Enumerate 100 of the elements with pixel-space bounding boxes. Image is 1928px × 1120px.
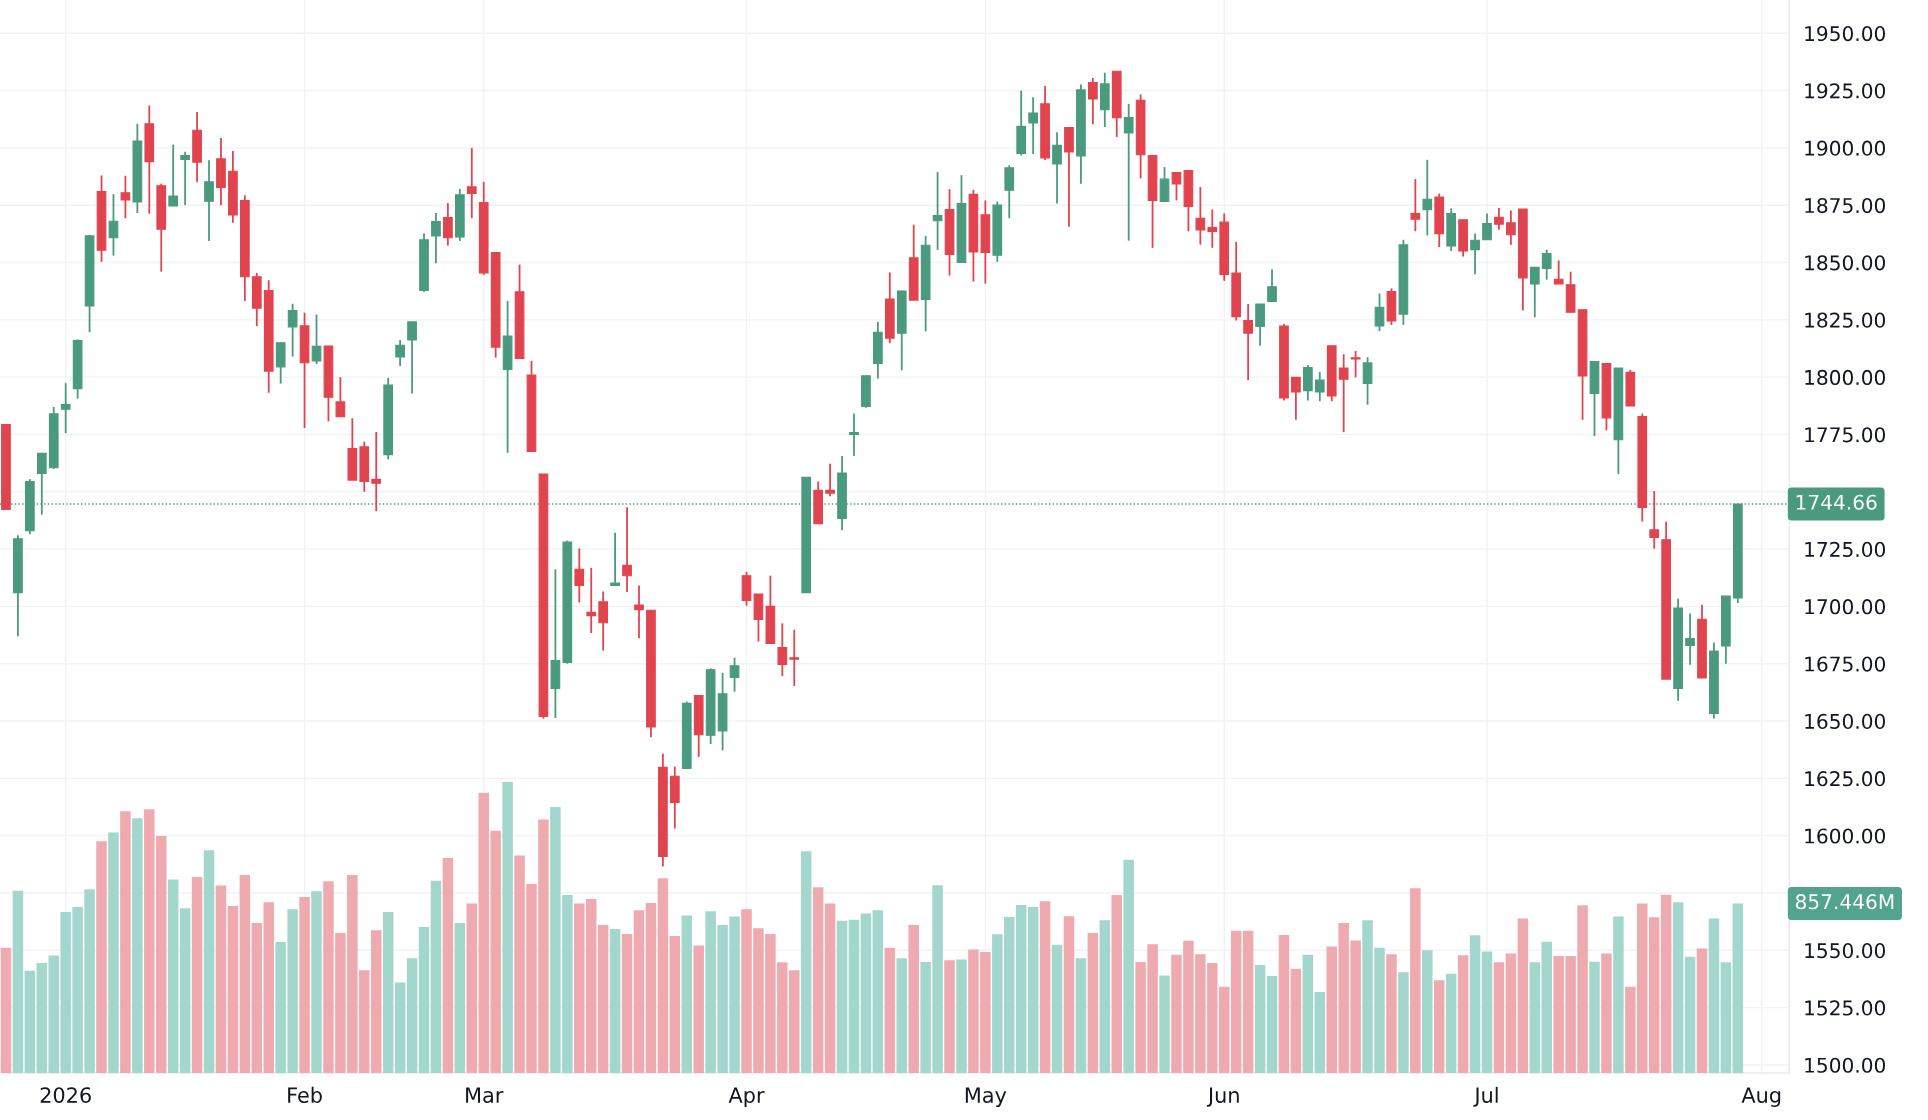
bar [956,959,967,1073]
candlestick [1649,490,1660,550]
bar [191,876,203,1073]
candlestick [1410,178,1421,233]
bar [120,811,131,1073]
bar [454,922,466,1073]
candlestick [466,146,477,220]
bar [132,818,143,1073]
y-tick-label: 1875.00 [1805,197,1886,214]
candlestick [1685,612,1695,666]
bar [1087,932,1099,1073]
candlestick [729,656,740,693]
candlestick [120,174,131,220]
bar [944,960,955,1073]
candlestick [1255,303,1265,347]
bar [884,947,896,1073]
candlestick [1541,248,1552,281]
bar [0,947,12,1073]
bar [1111,895,1122,1073]
bar [1732,903,1744,1073]
candlestick [1482,212,1492,241]
candlestick [1470,232,1480,276]
bar [800,851,812,1073]
bar [12,890,24,1073]
y-tick-label: 1700.00 [1805,599,1886,615]
bar [311,891,322,1073]
bar [1517,918,1529,1073]
bar [1660,894,1672,1073]
x-tick-label: Jul [1473,1086,1498,1107]
bar [502,781,513,1073]
candlestick [1195,186,1206,246]
x-tick-label: Aug [1741,1087,1781,1108]
y-tick-label: 1925.00 [1805,83,1886,99]
bar [645,902,657,1073]
candlestick [431,212,441,265]
candlestick [1494,207,1504,231]
bar [1051,944,1063,1073]
text: 857.446M [1795,894,1894,910]
bar [1278,934,1290,1073]
x-tick-label: Apr [728,1087,765,1108]
bar [1433,980,1445,1073]
candlestick [1362,356,1373,406]
bar [693,945,704,1073]
bar [96,841,107,1073]
y-tick-label: 1800.00 [1805,369,1886,386]
candlestick [335,376,346,418]
candlestick [311,313,322,365]
x-tick-label: Jun [1206,1087,1239,1107]
bar [1708,918,1720,1073]
candlestick [168,143,179,208]
bar [1075,958,1087,1073]
bar [633,910,645,1073]
bar [418,927,430,1073]
candlestick [825,462,835,498]
bar [1684,956,1696,1073]
bar [1505,953,1517,1073]
y-tick-label: 1725.00 [1805,541,1886,558]
candlestick [1123,102,1134,242]
candlestick [60,382,71,434]
y-tick-label: 1850.00 [1805,255,1886,271]
y-tick-label: 1950.00 [1805,25,1886,42]
bar [657,878,669,1073]
bar [681,915,693,1073]
bar [1398,972,1409,1073]
candlestick [622,506,632,593]
candlestick [610,531,620,587]
bar [239,874,251,1073]
candlestick [1422,158,1433,237]
bar [1302,954,1314,1073]
candlestick [443,202,453,247]
bar [1254,964,1266,1073]
bar [1410,888,1421,1073]
bar [215,885,227,1073]
x-tick-label: Feb [288,1086,322,1103]
bar [430,880,442,1073]
bar [167,879,179,1073]
bar [1314,992,1326,1073]
candlestick [1159,166,1170,203]
candlestick [634,584,644,640]
y-tick-label: 1900.00 [1805,140,1886,156]
candlestick [1004,164,1015,220]
candlestick [287,302,298,358]
candlestick [574,547,585,604]
bar [609,929,621,1073]
y-tick-label: 1500.00 [1805,1057,1886,1073]
bar [896,958,908,1073]
candlestick [1374,292,1385,332]
candlestick [1350,350,1361,379]
candlestick [371,431,382,513]
y-tick-label: 1625.00 [1805,771,1886,787]
bar [848,919,860,1073]
bar [621,934,633,1073]
bar [179,908,191,1073]
x-tick-label: Mar [466,1087,504,1103]
x-tick-label: 2026 [40,1087,91,1103]
bar [1613,916,1624,1073]
candlestick [598,590,609,652]
candlestick [586,566,597,634]
candlestick [395,339,405,368]
candlestick [1338,353,1349,434]
